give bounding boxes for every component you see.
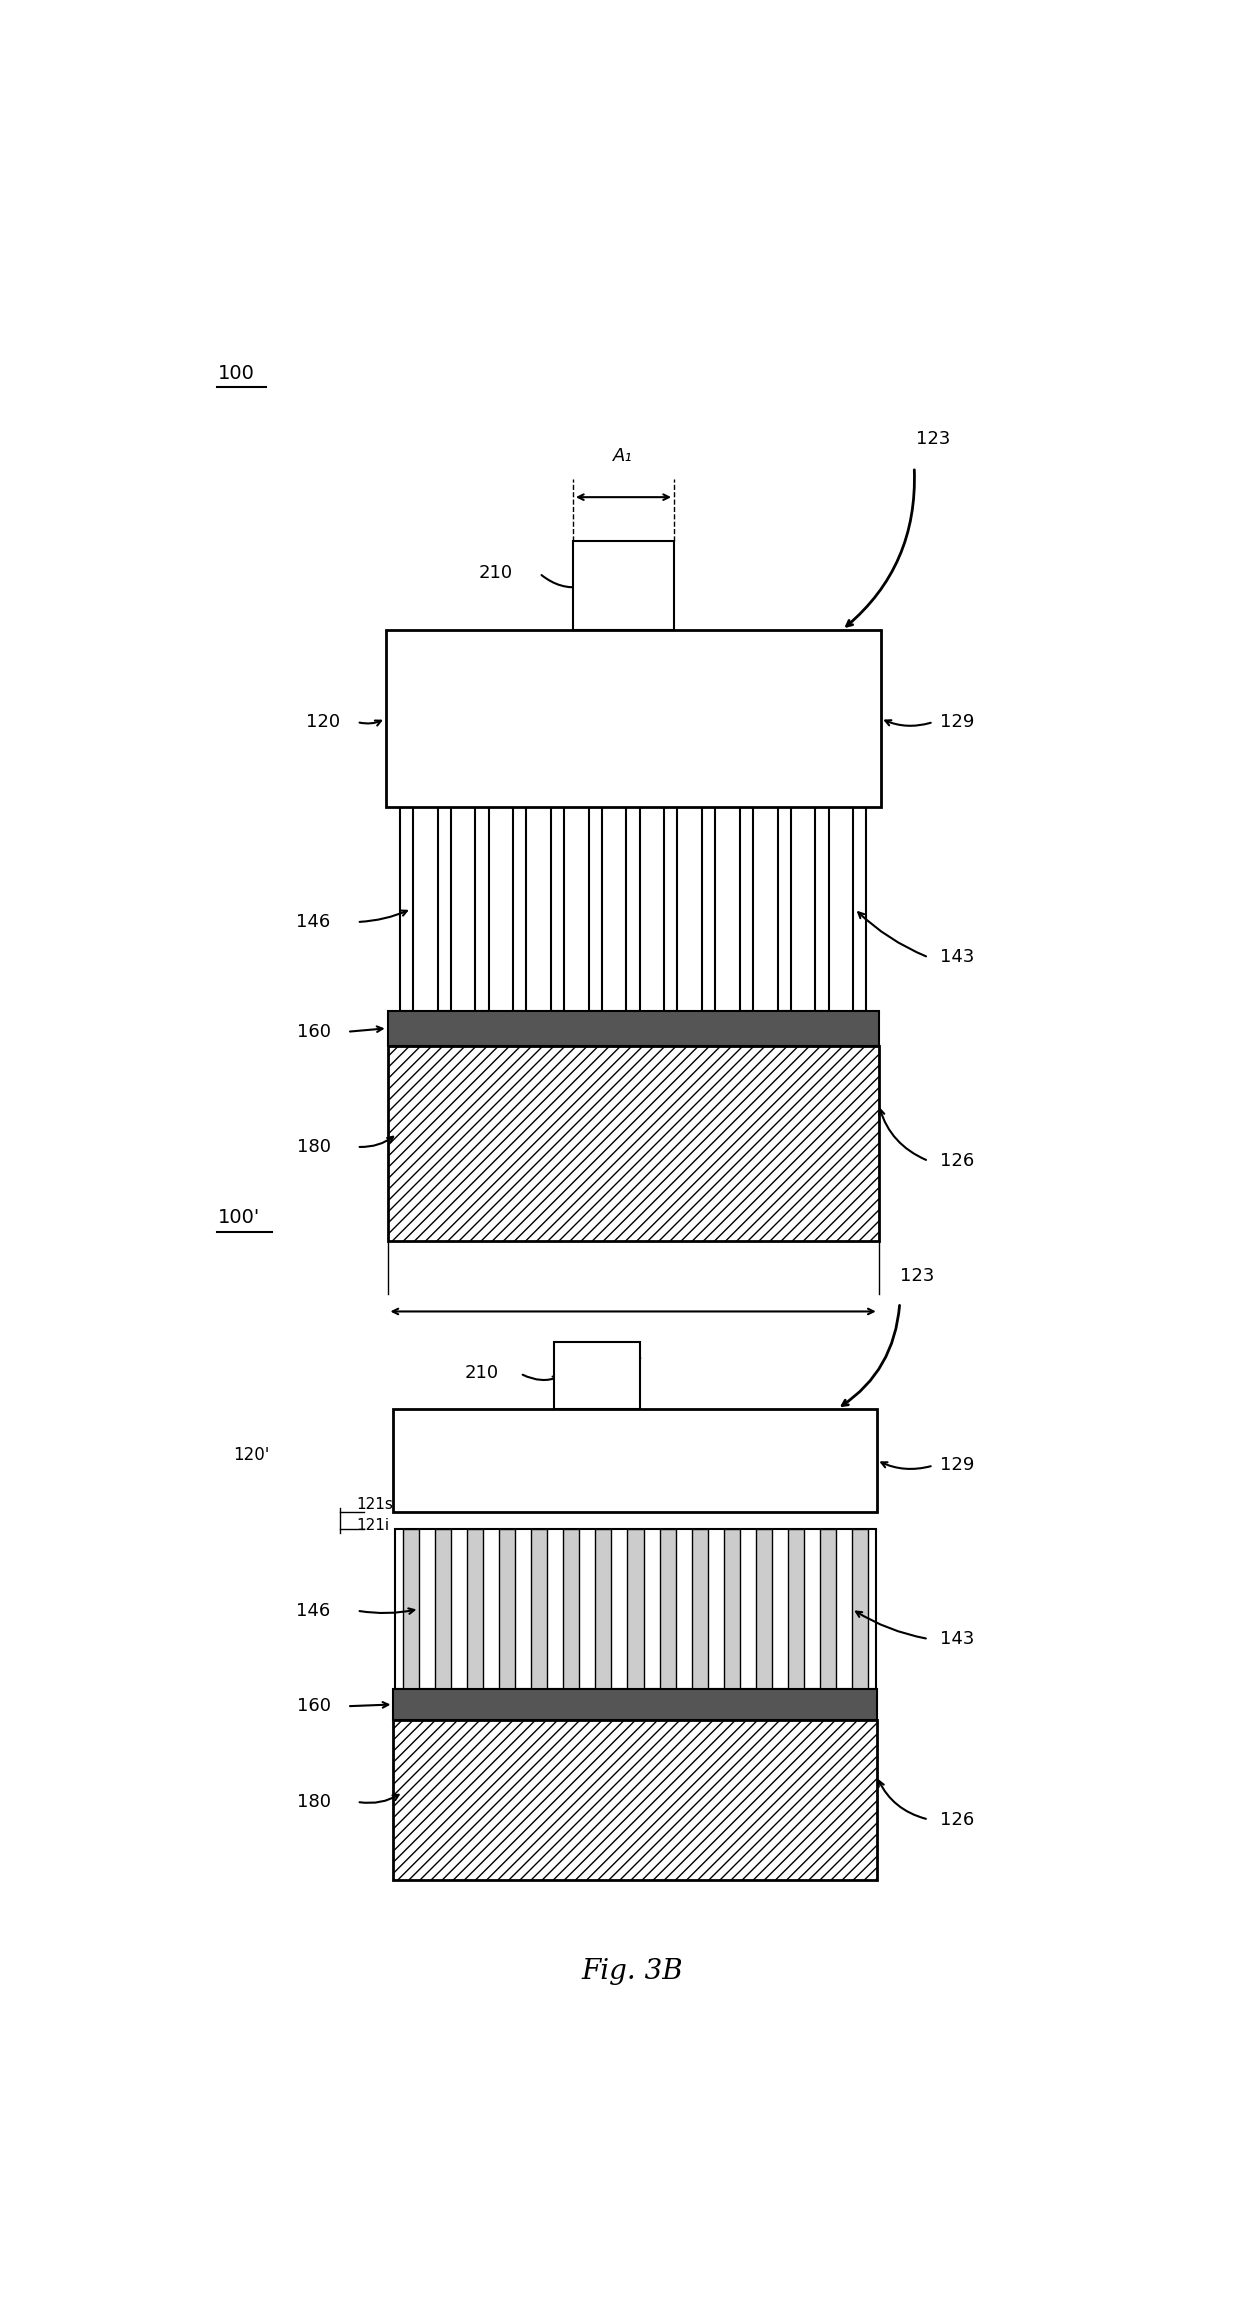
- Bar: [816, 807, 828, 1012]
- Text: Fig. 3B: Fig. 3B: [582, 1959, 683, 1986]
- Bar: [595, 1529, 611, 1687]
- Bar: [388, 1012, 879, 1046]
- Bar: [573, 540, 675, 630]
- Text: 149: 149: [615, 713, 650, 731]
- Bar: [853, 807, 867, 1012]
- Bar: [820, 1529, 836, 1687]
- Bar: [787, 1529, 804, 1687]
- Bar: [393, 1687, 877, 1720]
- Text: 120': 120': [233, 1446, 269, 1464]
- Text: 160: 160: [296, 1697, 331, 1715]
- Bar: [435, 1529, 451, 1687]
- Text: 121i: 121i: [357, 1517, 389, 1533]
- Text: 149: 149: [615, 1458, 650, 1474]
- Bar: [660, 1529, 676, 1687]
- Bar: [500, 1529, 516, 1687]
- Bar: [627, 1529, 644, 1687]
- Bar: [393, 1720, 877, 1881]
- Text: 210: 210: [465, 1363, 498, 1382]
- Bar: [692, 1529, 708, 1687]
- Text: 129: 129: [940, 713, 975, 731]
- Text: A₁: A₁: [614, 448, 632, 464]
- Bar: [724, 1529, 739, 1687]
- Bar: [551, 807, 564, 1012]
- Text: 210: 210: [479, 563, 513, 582]
- Text: 129: 129: [940, 1458, 975, 1474]
- Bar: [467, 1529, 484, 1687]
- Bar: [475, 807, 489, 1012]
- Bar: [740, 807, 753, 1012]
- Text: 160: 160: [296, 1023, 331, 1041]
- Text: 146: 146: [296, 913, 331, 931]
- Bar: [563, 1529, 579, 1687]
- Text: 120: 120: [306, 713, 340, 731]
- Text: 143: 143: [940, 949, 975, 966]
- Bar: [396, 1529, 875, 1687]
- Bar: [665, 807, 677, 1012]
- Bar: [755, 1529, 771, 1687]
- Bar: [554, 1343, 640, 1409]
- Bar: [777, 807, 791, 1012]
- Text: A₂: A₂: [622, 1350, 642, 1368]
- Bar: [386, 630, 880, 807]
- Bar: [388, 1046, 879, 1241]
- Bar: [393, 1409, 877, 1510]
- Text: 180: 180: [296, 1138, 331, 1156]
- Bar: [532, 1529, 547, 1687]
- Text: 121s: 121s: [357, 1497, 393, 1513]
- Text: 126: 126: [940, 1812, 975, 1828]
- Text: 100: 100: [217, 363, 254, 382]
- Text: 180: 180: [296, 1793, 331, 1812]
- Bar: [403, 1529, 419, 1687]
- Bar: [702, 807, 715, 1012]
- Bar: [513, 807, 527, 1012]
- Bar: [626, 807, 640, 1012]
- Text: 123: 123: [900, 1267, 934, 1285]
- Text: 126: 126: [940, 1152, 975, 1170]
- Bar: [438, 807, 451, 1012]
- Bar: [589, 807, 601, 1012]
- Text: 100': 100': [217, 1209, 259, 1228]
- Bar: [852, 1529, 868, 1687]
- Text: 146: 146: [296, 1602, 331, 1618]
- Text: 123: 123: [916, 430, 951, 448]
- Text: Fig. 3A: Fig. 3A: [582, 1414, 683, 1439]
- Bar: [399, 807, 413, 1012]
- Text: 143: 143: [940, 1630, 975, 1648]
